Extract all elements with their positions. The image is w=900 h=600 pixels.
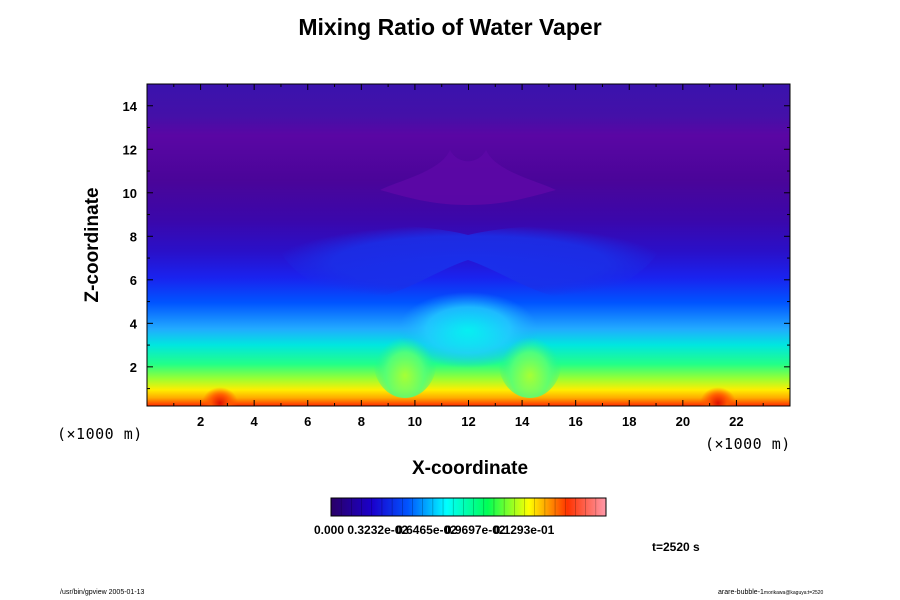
- y-tick-label: 8: [130, 229, 137, 244]
- colorbar-ticks: [340, 498, 597, 516]
- x-tick-label: 12: [461, 414, 475, 429]
- x-axis-label: X-coordinate: [411, 458, 529, 479]
- heatmap-field: [147, 84, 790, 406]
- colorbar-label: 0.6465e-02: [396, 523, 457, 537]
- footer-source: arare-bubble-1morikawa@kaguya:t=2520: [718, 589, 823, 596]
- y-tick-label: 2: [130, 360, 137, 375]
- chart-title: Mixing Ratio of Water Vaper: [298, 14, 602, 40]
- x-tick-label: 2: [197, 414, 204, 429]
- y-tick-label: 4: [130, 316, 138, 331]
- x-tick-label: 6: [304, 414, 311, 429]
- x-axis: 2 4 6 8 10 12 14 16 18 20 22: [173, 84, 764, 429]
- x-tick-label: 16: [568, 414, 582, 429]
- footer-command: /usr/bin/gpview 2005-01-13: [60, 589, 145, 596]
- footer-source-main: arare-bubble-1: [718, 589, 764, 596]
- y-axis: 2 4 6 8 10 12 14: [123, 83, 790, 390]
- footer-source-sub: morikawa@kaguya:t=2520: [763, 590, 824, 596]
- colorbar-labels: 0.000 0.3232e-020.6465e-020.9697e-020.12…: [314, 523, 554, 537]
- y-tick-label: 14: [123, 99, 138, 114]
- time-label: t=2520 s: [652, 540, 700, 554]
- colorbar-label: 0.9697e-02: [444, 523, 506, 537]
- y-tick-label: 12: [123, 142, 137, 157]
- colorbar-label: 0.1293e-01: [493, 523, 555, 537]
- colorbar-label: 0.000: [314, 523, 345, 537]
- colorbar-frame: [330, 497, 607, 517]
- y-tick-label: 10: [123, 186, 137, 201]
- x-tick-label: 18: [622, 414, 636, 429]
- y-tick-label: 6: [130, 273, 137, 288]
- x-tick-label: 4: [251, 414, 259, 429]
- x-unit-right: (×1000 m): [705, 435, 791, 453]
- y-axis-label: Z-coordinate: [82, 187, 103, 303]
- x-tick-label: 14: [515, 414, 530, 429]
- colorbar: [331, 498, 606, 516]
- x-tick-label: 10: [408, 414, 422, 429]
- x-unit-left: (×1000 m): [57, 425, 143, 443]
- x-tick-label: 22: [729, 414, 743, 429]
- colorbar-label: 0.3232e-02: [347, 523, 409, 537]
- x-tick-label: 20: [676, 414, 690, 429]
- x-tick-label: 8: [358, 414, 365, 429]
